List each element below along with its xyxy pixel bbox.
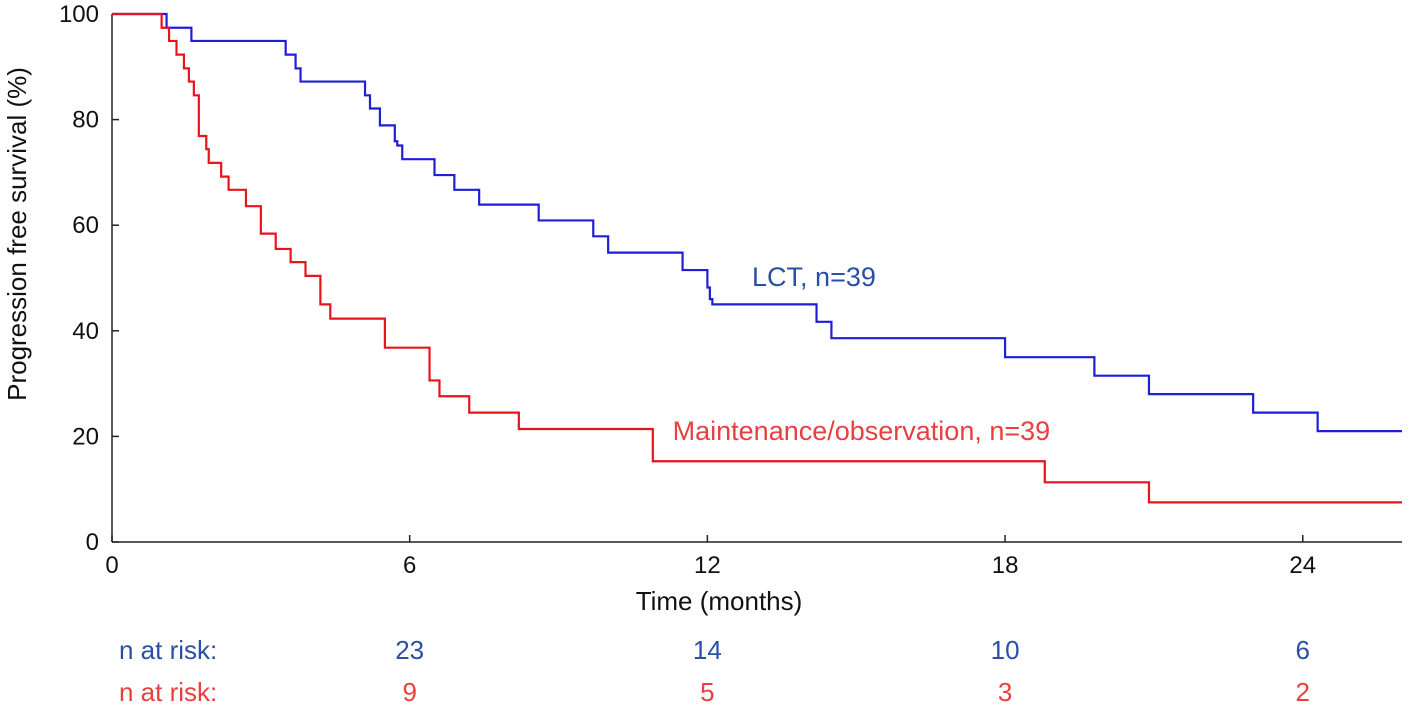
x-tick-label: 0 [105, 552, 118, 579]
y-tick-label: 20 [72, 423, 99, 450]
risk-count: 10 [991, 635, 1020, 665]
y-tick-label: 80 [72, 107, 99, 134]
risk-table-label: n at risk: [119, 677, 217, 704]
series-label-maintenance: Maintenance/observation, n=39 [673, 416, 1051, 446]
risk-count: 9 [402, 677, 416, 704]
y-tick-label: 60 [72, 212, 99, 239]
risk-count: 3 [998, 677, 1012, 704]
risk-count: 14 [693, 635, 722, 665]
y-tick-label: 40 [72, 318, 99, 345]
risk-count: 6 [1296, 635, 1310, 665]
x-tick-label: 18 [992, 552, 1019, 579]
series-line-lct [112, 12, 1402, 433]
y-axis-title: Progression free survival (%) [2, 67, 32, 401]
x-axis-title: Time (months) [636, 586, 803, 616]
x-tick-label: 24 [1289, 552, 1316, 579]
x-tick-label: 6 [403, 552, 416, 579]
risk-count: 2 [1296, 677, 1310, 704]
risk-table-label: n at risk: [119, 635, 217, 665]
series-label-lct: LCT, n=39 [752, 262, 876, 292]
risk-count: 23 [395, 635, 424, 665]
series-line-maintenance [112, 12, 1402, 504]
x-tick-label: 12 [694, 552, 721, 579]
y-tick-label: 0 [86, 529, 99, 556]
y-tick-label: 100 [59, 1, 99, 28]
risk-count: 5 [700, 677, 714, 704]
